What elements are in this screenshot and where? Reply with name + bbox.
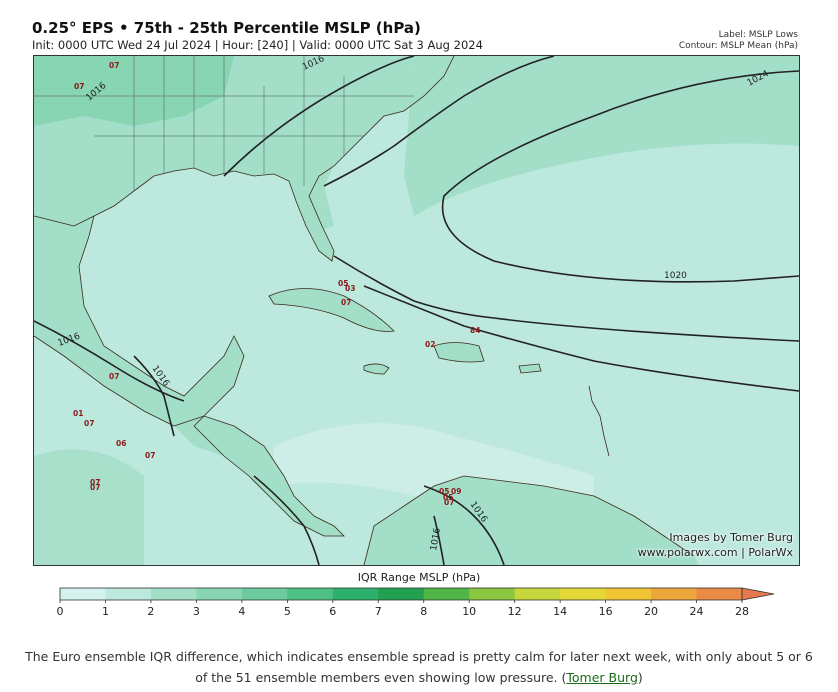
- colorbar-bin: [60, 588, 106, 600]
- map-svg: 1024 1020 1016 1016 1016 1016 1016 1016 …: [34, 56, 799, 565]
- colorbar-title: IQR Range MSLP (hPa): [357, 571, 481, 584]
- caption-end: ): [637, 670, 643, 685]
- colorbar-tick-label: 24: [690, 605, 704, 618]
- jamaica-island: [364, 363, 389, 374]
- contour-label: 1016: [429, 527, 443, 552]
- low-label: 06: [116, 439, 126, 448]
- low-label: 07: [145, 451, 155, 460]
- state-borders: [34, 56, 414, 191]
- low-label: 09: [451, 487, 461, 496]
- colorbar-tick-label: 28: [735, 605, 749, 618]
- contour-label: 1020: [664, 271, 687, 281]
- colorbar-tick-label: 5: [284, 605, 291, 618]
- colorbar-extend-arrow: [741, 587, 775, 601]
- puerto-rico-island: [519, 364, 541, 373]
- contour-south: [363, 285, 799, 392]
- credit-site: www.polarwx.com | PolarWx: [637, 546, 793, 559]
- low-labels: 07 07 05 03 07 84 02 07 01 07 06 07 07 0…: [73, 61, 480, 507]
- low-label: 03: [345, 284, 355, 293]
- colorbar-bin: [378, 588, 425, 600]
- colorbar-bin: [514, 588, 561, 600]
- colorbar-bin: [332, 588, 379, 600]
- caption-link[interactable]: Tomer Burg: [566, 670, 638, 685]
- image-credit: Images by Tomer Burg www.polarwx.com | P…: [638, 530, 793, 560]
- mexico-landmass: [34, 216, 244, 426]
- colorbar-tick-label: 4: [238, 605, 245, 618]
- colorbar-bin: [150, 588, 197, 600]
- low-label: 07: [109, 61, 119, 70]
- contour-note: Contour: MSLP Mean (hPa): [678, 41, 798, 51]
- low-label: 07: [444, 498, 454, 507]
- pacific-patch: [34, 449, 144, 565]
- coastlines: [34, 56, 695, 565]
- colorbar-border: [59, 587, 743, 601]
- contour-1020: [333, 255, 799, 342]
- low-label: 07: [90, 478, 100, 487]
- colorbar-tick-label: 1: [102, 605, 109, 618]
- colorbar-bin: [241, 588, 288, 600]
- caption-text: The Euro ensemble IQR difference, which …: [25, 649, 813, 685]
- low-label: 84: [470, 326, 480, 335]
- low-label: 07: [90, 483, 100, 492]
- low-label: 02: [425, 340, 435, 349]
- florida-peninsula: [289, 181, 334, 261]
- colorbar-bin: [423, 588, 470, 600]
- low-label: 05: [439, 487, 449, 496]
- credit-author: Images by Tomer Burg: [669, 531, 793, 544]
- colorbar-tick-label: 20: [644, 605, 658, 618]
- colorbar-tick-label: 7: [375, 605, 382, 618]
- colorbar-tick-label: 10: [462, 605, 476, 618]
- colorbar-bin: [469, 588, 516, 600]
- central-america: [174, 416, 344, 536]
- colorbar: 0 1 2 3 4 5 6 7 8 10 12 14 16 20 24 28: [57, 587, 775, 618]
- colorbar-tick-label: 3: [193, 605, 200, 618]
- low-label: 07: [74, 82, 84, 91]
- chart-subtitle: Init: 0000 UTC Wed 24 Jul 2024 | Hour: […: [32, 38, 483, 52]
- low-label: 05: [443, 493, 453, 502]
- colorbar-tick-label: 0: [57, 605, 64, 618]
- colorbar-bin: [196, 588, 243, 600]
- colorbar-tick-label: 2: [147, 605, 154, 618]
- colorbar-tick-label: 12: [508, 605, 522, 618]
- colorbar-bin: [651, 588, 698, 600]
- colorbar-bin: [696, 588, 743, 600]
- low-label: 01: [73, 409, 83, 418]
- low-label: 07: [84, 419, 94, 428]
- low-label: 07: [341, 298, 351, 307]
- colorbar-bin: [287, 588, 334, 600]
- low-label: 07: [109, 372, 119, 381]
- caption: The Euro ensemble IQR difference, which …: [20, 646, 818, 688]
- colorbar-tick-label: 8: [420, 605, 427, 618]
- map-panel: 1024 1020 1016 1016 1016 1016 1016 1016 …: [33, 55, 800, 566]
- colorbar-tick-label: 14: [553, 605, 567, 618]
- colorbar-bin: [105, 588, 152, 600]
- chart-title: 0.25° EPS • 75th - 25th Percentile MSLP …: [32, 19, 421, 37]
- mslp-contours: [34, 56, 799, 565]
- north-atlantic-spread: [404, 56, 799, 216]
- south-america: [364, 476, 699, 565]
- colorbar-tick-label: 6: [329, 605, 336, 618]
- cuba-island: [269, 288, 394, 332]
- low-label: 05: [338, 279, 348, 288]
- colorbar-tick-label: 16: [599, 605, 613, 618]
- hispaniola-island: [434, 342, 484, 362]
- label-note: Label: MSLP Lows: [718, 30, 798, 40]
- legend-notes: Label: MSLP Lows Contour: MSLP Mean (hPa…: [679, 30, 798, 52]
- colorbar-bin: [560, 588, 607, 600]
- colorbar-bin: [605, 588, 652, 600]
- contour-1024: [441, 70, 799, 283]
- contour-upper-coast: [323, 56, 555, 187]
